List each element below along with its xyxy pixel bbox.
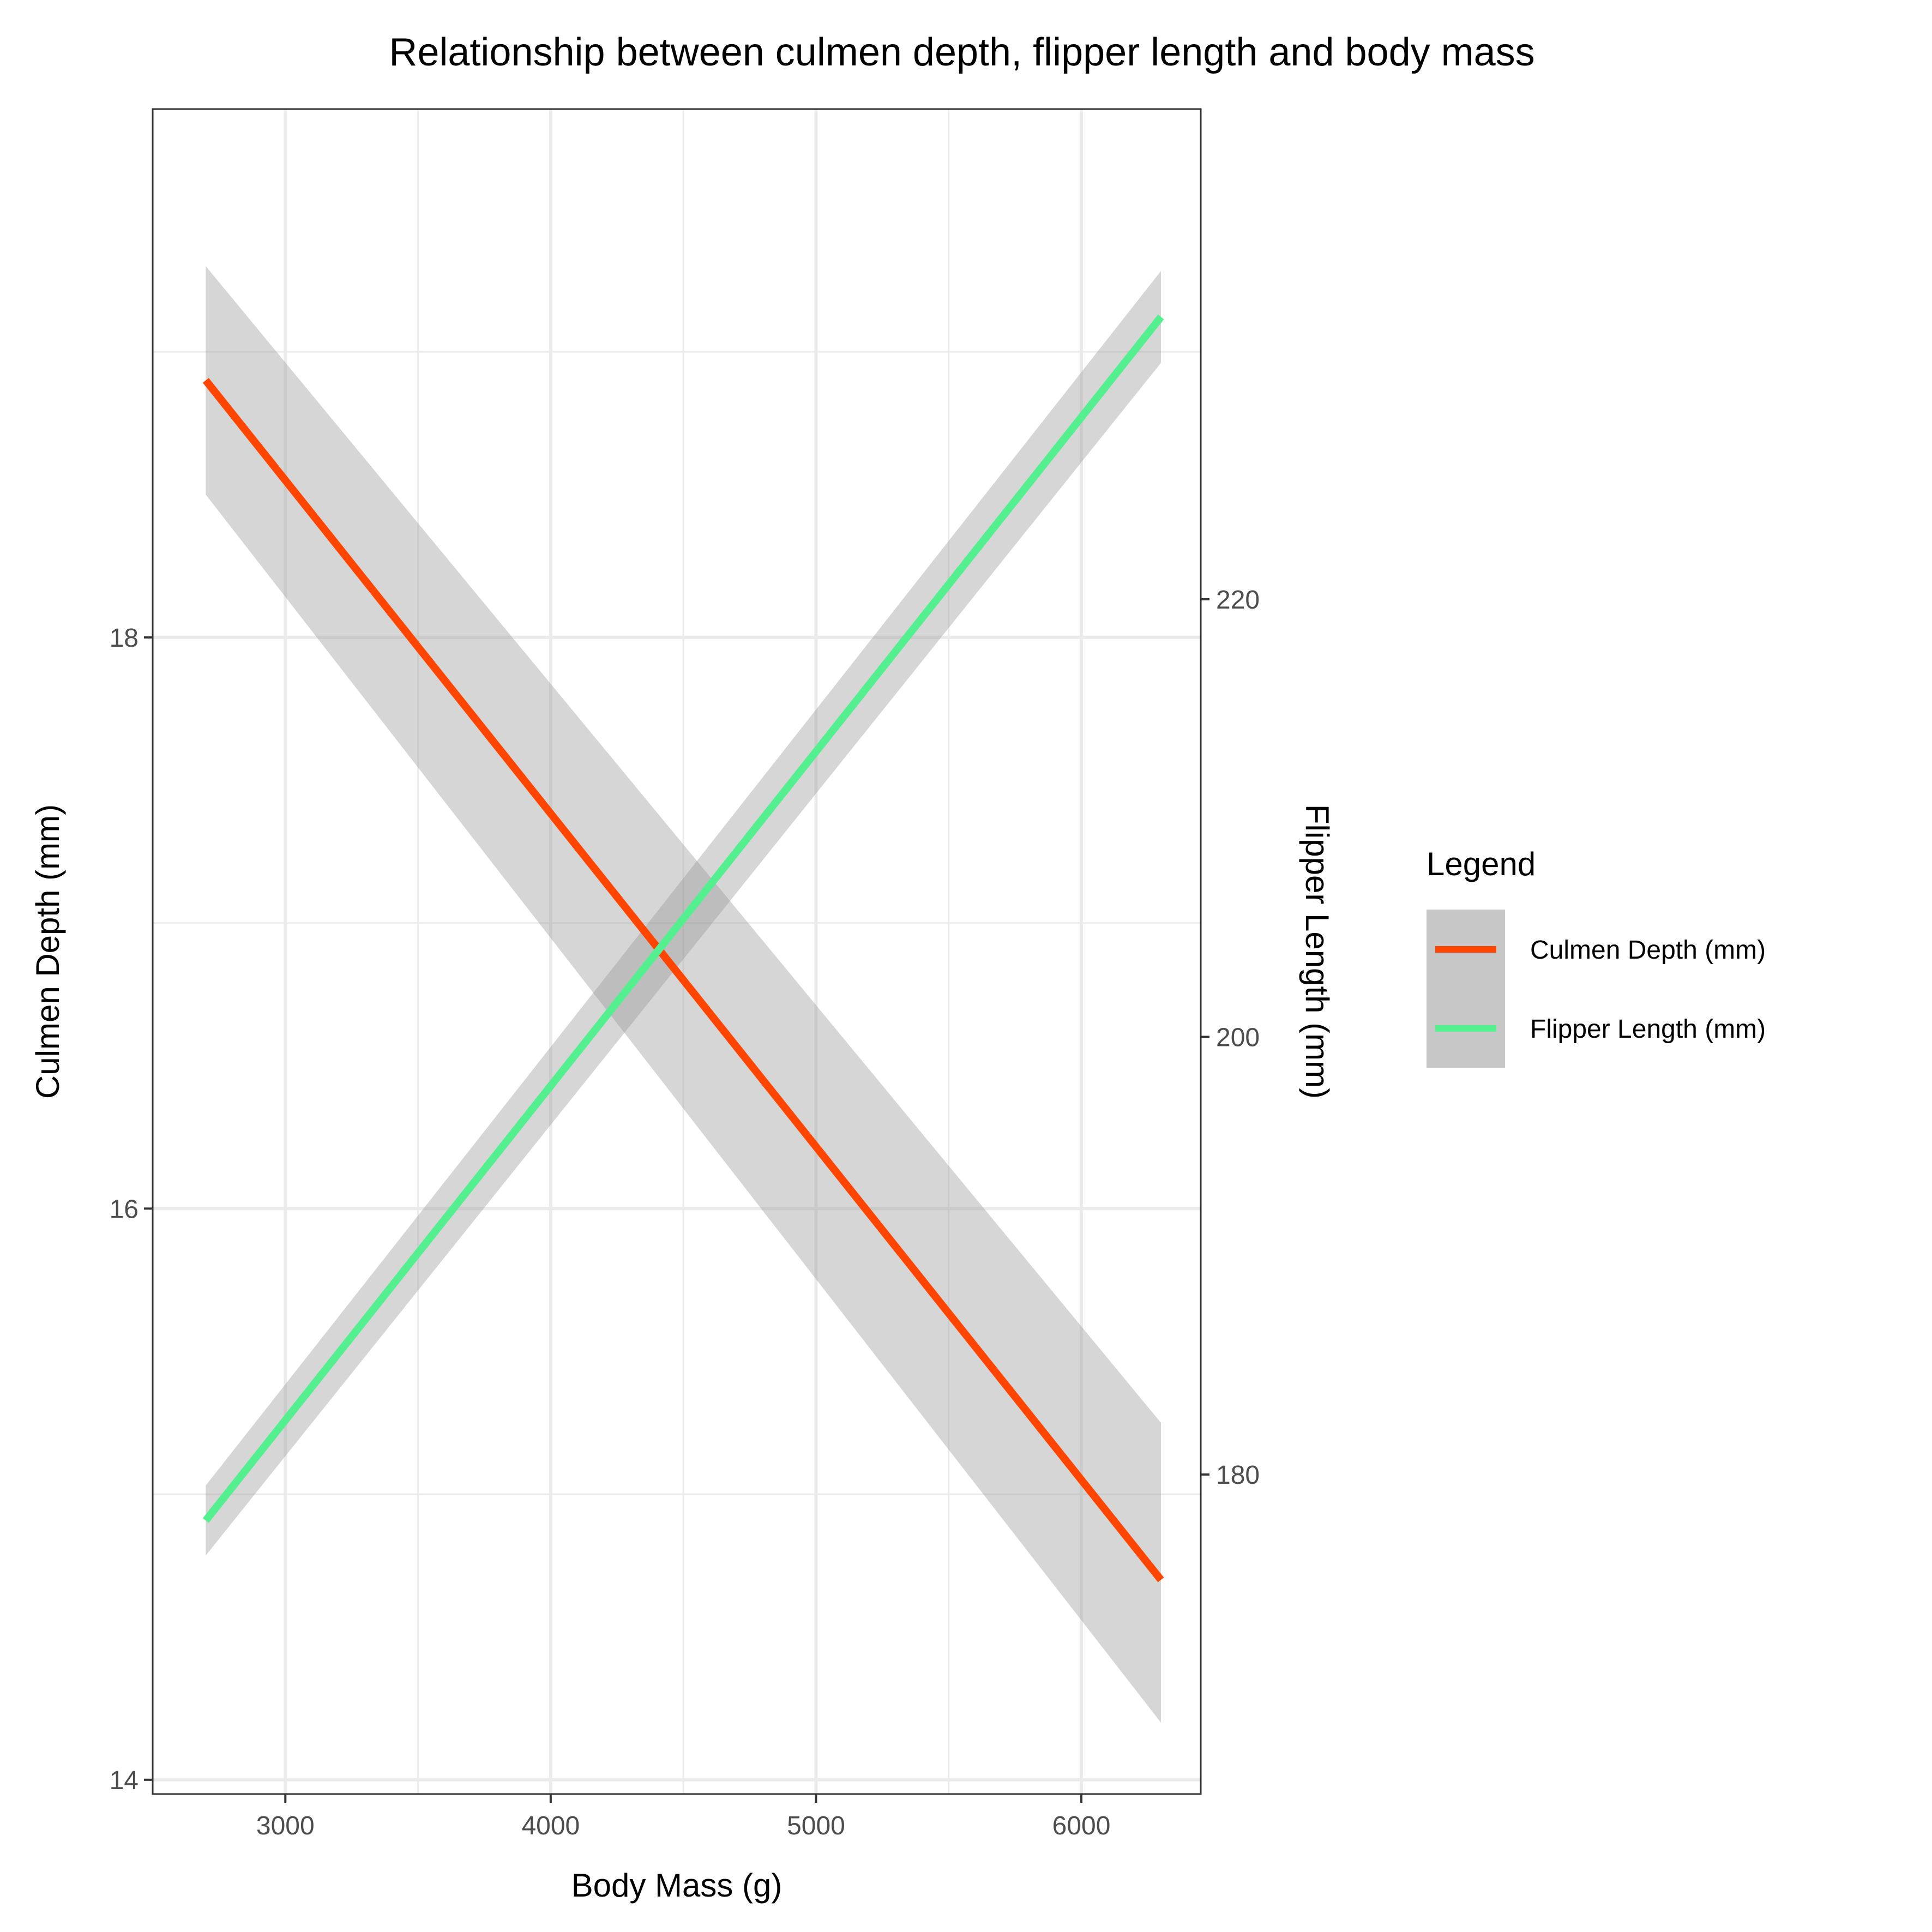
- y-axis-title: Culmen Depth (mm): [29, 804, 66, 1099]
- axes: 3000 4000 5000 6000 14 16 18 180 200 220: [110, 586, 1260, 1840]
- series-line-1: [202, 378, 1164, 1582]
- y2-axis-title: Flipper Length (mm): [1299, 804, 1335, 1099]
- legend-label-1: Culmen Depth (mm): [1530, 936, 1766, 965]
- plot-panel: [153, 109, 1201, 1794]
- y-tick-label: 14: [110, 1766, 139, 1795]
- x-tick-label: 3000: [256, 1811, 315, 1840]
- y-tick-label: 16: [110, 1195, 139, 1224]
- legend-label-2: Flipper Length (mm): [1530, 1015, 1766, 1044]
- x-axis-title: Body Mass (g): [571, 1867, 783, 1904]
- series-line-2: [202, 314, 1164, 1523]
- confidence-band-1: [206, 266, 1161, 1723]
- x-tick-label: 4000: [521, 1811, 580, 1840]
- legend-key-background: [1427, 910, 1505, 1068]
- legend-title: Legend: [1427, 846, 1536, 882]
- y2-tick-label: 200: [1216, 1024, 1260, 1052]
- y-tick-label: 18: [110, 624, 139, 653]
- chart-title: Relationship between culmen depth, flipp…: [389, 31, 1534, 74]
- x-tick-label: 5000: [787, 1811, 845, 1840]
- x-tick-label: 6000: [1052, 1811, 1111, 1840]
- plot-border: [152, 108, 1202, 1795]
- legend-items: Culmen Depth (mm) Flipper Length (mm): [1435, 936, 1766, 1044]
- legend: Legend Culmen Depth (mm) Flipper Length (…: [1427, 846, 1766, 1068]
- y2-tick-label: 220: [1216, 586, 1260, 615]
- y2-tick-label: 180: [1216, 1461, 1260, 1490]
- trend-lines: [202, 314, 1164, 1582]
- grid-lines: [153, 109, 1201, 1794]
